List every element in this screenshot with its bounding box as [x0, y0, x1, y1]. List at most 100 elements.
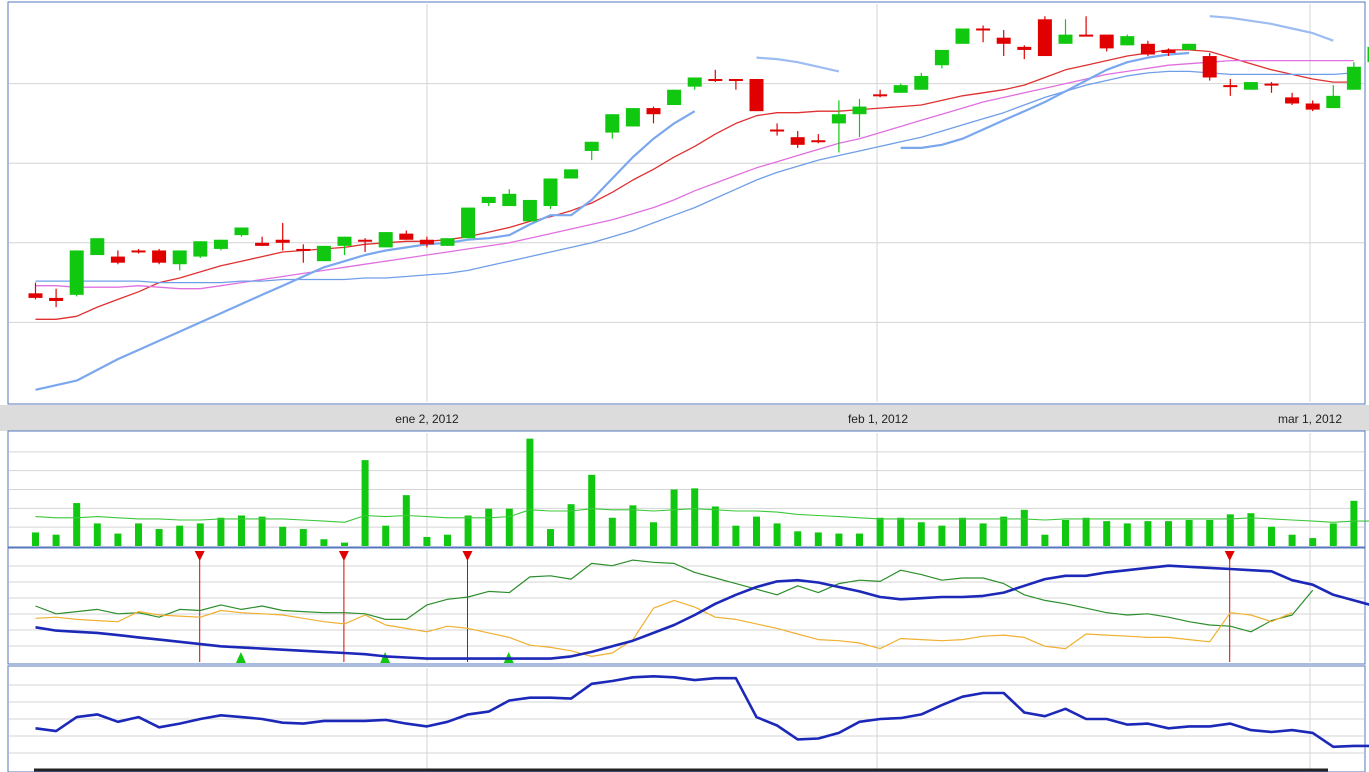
oscillator-panel[interactable] — [7, 665, 1369, 772]
volume-bar — [1020, 509, 1028, 546]
candle-body — [440, 238, 455, 246]
candle-body — [213, 239, 228, 249]
candle-body — [110, 256, 125, 263]
volume-bar — [1247, 513, 1255, 546]
volume-bar — [217, 517, 225, 546]
candle-body — [1326, 95, 1341, 109]
volume-bar — [402, 495, 410, 546]
volume-bar — [1062, 520, 1069, 546]
price-indicator-line-2 — [35, 70, 1354, 284]
candle-body — [1367, 46, 1369, 63]
candle-body — [1346, 66, 1361, 90]
volume-panel[interactable] — [7, 430, 1369, 548]
volume-bar — [52, 534, 60, 546]
price-indicator-lines — [35, 15, 1354, 391]
candle-body — [1017, 46, 1032, 50]
candle-body — [193, 241, 208, 257]
volume-bar — [505, 508, 513, 546]
volume-bar — [238, 515, 245, 546]
candle-body — [522, 199, 537, 222]
volume-bar — [196, 523, 204, 546]
volume-bar — [876, 517, 884, 546]
candle-body — [502, 193, 517, 207]
candle-body — [811, 140, 826, 143]
candle-body — [1140, 43, 1155, 55]
candle-body — [1264, 83, 1279, 86]
date-axis-band — [0, 405, 1369, 431]
volume-bar — [917, 522, 925, 546]
volume-bar — [897, 517, 905, 546]
volume-bar — [526, 438, 534, 546]
stochastic-panel[interactable] — [7, 547, 1369, 665]
candle-body — [996, 37, 1011, 44]
candle-body — [378, 232, 393, 248]
volume-bar — [979, 523, 987, 546]
stochastic-line-2 — [35, 564, 1369, 660]
volume-bar — [93, 523, 101, 546]
candle-body — [543, 178, 558, 207]
candle-body — [770, 129, 785, 132]
volume-bar — [299, 529, 307, 546]
volume-average-line — [35, 508, 1369, 523]
x-tick-label-feb: feb 1, 2012 — [848, 412, 908, 426]
volume-bar — [73, 503, 81, 546]
candle-body — [934, 49, 949, 66]
x-tick-label-mar: mar 1, 2012 — [1278, 412, 1342, 426]
volume-bar — [773, 523, 781, 546]
candle-body — [1161, 49, 1176, 53]
candle-body — [1120, 36, 1135, 46]
volume-bar — [629, 505, 637, 546]
candle-body — [461, 207, 476, 239]
candle-body — [28, 293, 43, 298]
volume-bar — [32, 532, 39, 546]
buy-signal-marker — [235, 652, 246, 663]
candle-body — [69, 250, 84, 295]
volume-bar — [320, 539, 328, 546]
price-indicator-line-3 — [35, 110, 696, 391]
volume-bar — [588, 474, 596, 546]
candle-body — [1223, 85, 1238, 88]
candle-body — [255, 242, 270, 246]
price-indicator-line-0 — [35, 49, 1354, 320]
volume-bar — [753, 516, 760, 546]
volume-bar — [1082, 517, 1090, 546]
volume-bar — [176, 525, 184, 546]
candle-body — [914, 75, 929, 90]
volume-bar — [1206, 520, 1214, 546]
oscillator-grid — [9, 668, 1364, 770]
sell-signal-marker — [1224, 551, 1235, 561]
candle-body — [1058, 34, 1073, 44]
volume-bar — [382, 525, 390, 546]
candle-body — [790, 137, 805, 145]
candle-body — [419, 239, 434, 245]
candle-body — [625, 108, 640, 127]
volume-bar — [341, 542, 348, 546]
price-panel[interactable] — [7, 1, 1369, 405]
candle-body — [172, 250, 187, 265]
candle-body — [687, 77, 702, 87]
price-indicator-line-4 — [756, 56, 840, 73]
volume-bar — [361, 460, 369, 546]
volume-bar — [835, 533, 843, 546]
candle-body — [296, 248, 311, 251]
sell-signal-marker — [338, 551, 349, 561]
candle-body — [708, 79, 723, 82]
volume-bar — [258, 516, 266, 546]
oscillator-lines — [35, 674, 1369, 749]
candle-body — [1305, 103, 1320, 110]
volume-bar — [1123, 523, 1131, 546]
candle-body — [1202, 56, 1217, 78]
volume-bar — [650, 522, 657, 546]
volume-bar — [1185, 520, 1193, 546]
volume-bar — [691, 488, 699, 546]
volume-bar — [1165, 521, 1172, 546]
volume-bar — [423, 536, 431, 546]
candle-body — [564, 169, 579, 179]
candle-body — [234, 227, 249, 236]
price-candles — [28, 16, 1369, 308]
stochastic-line-1 — [35, 599, 1293, 658]
stochastic-signal-markers — [194, 551, 1369, 663]
volume-bar — [938, 525, 946, 546]
candle-body — [152, 250, 167, 263]
volume-bar — [1329, 523, 1337, 546]
